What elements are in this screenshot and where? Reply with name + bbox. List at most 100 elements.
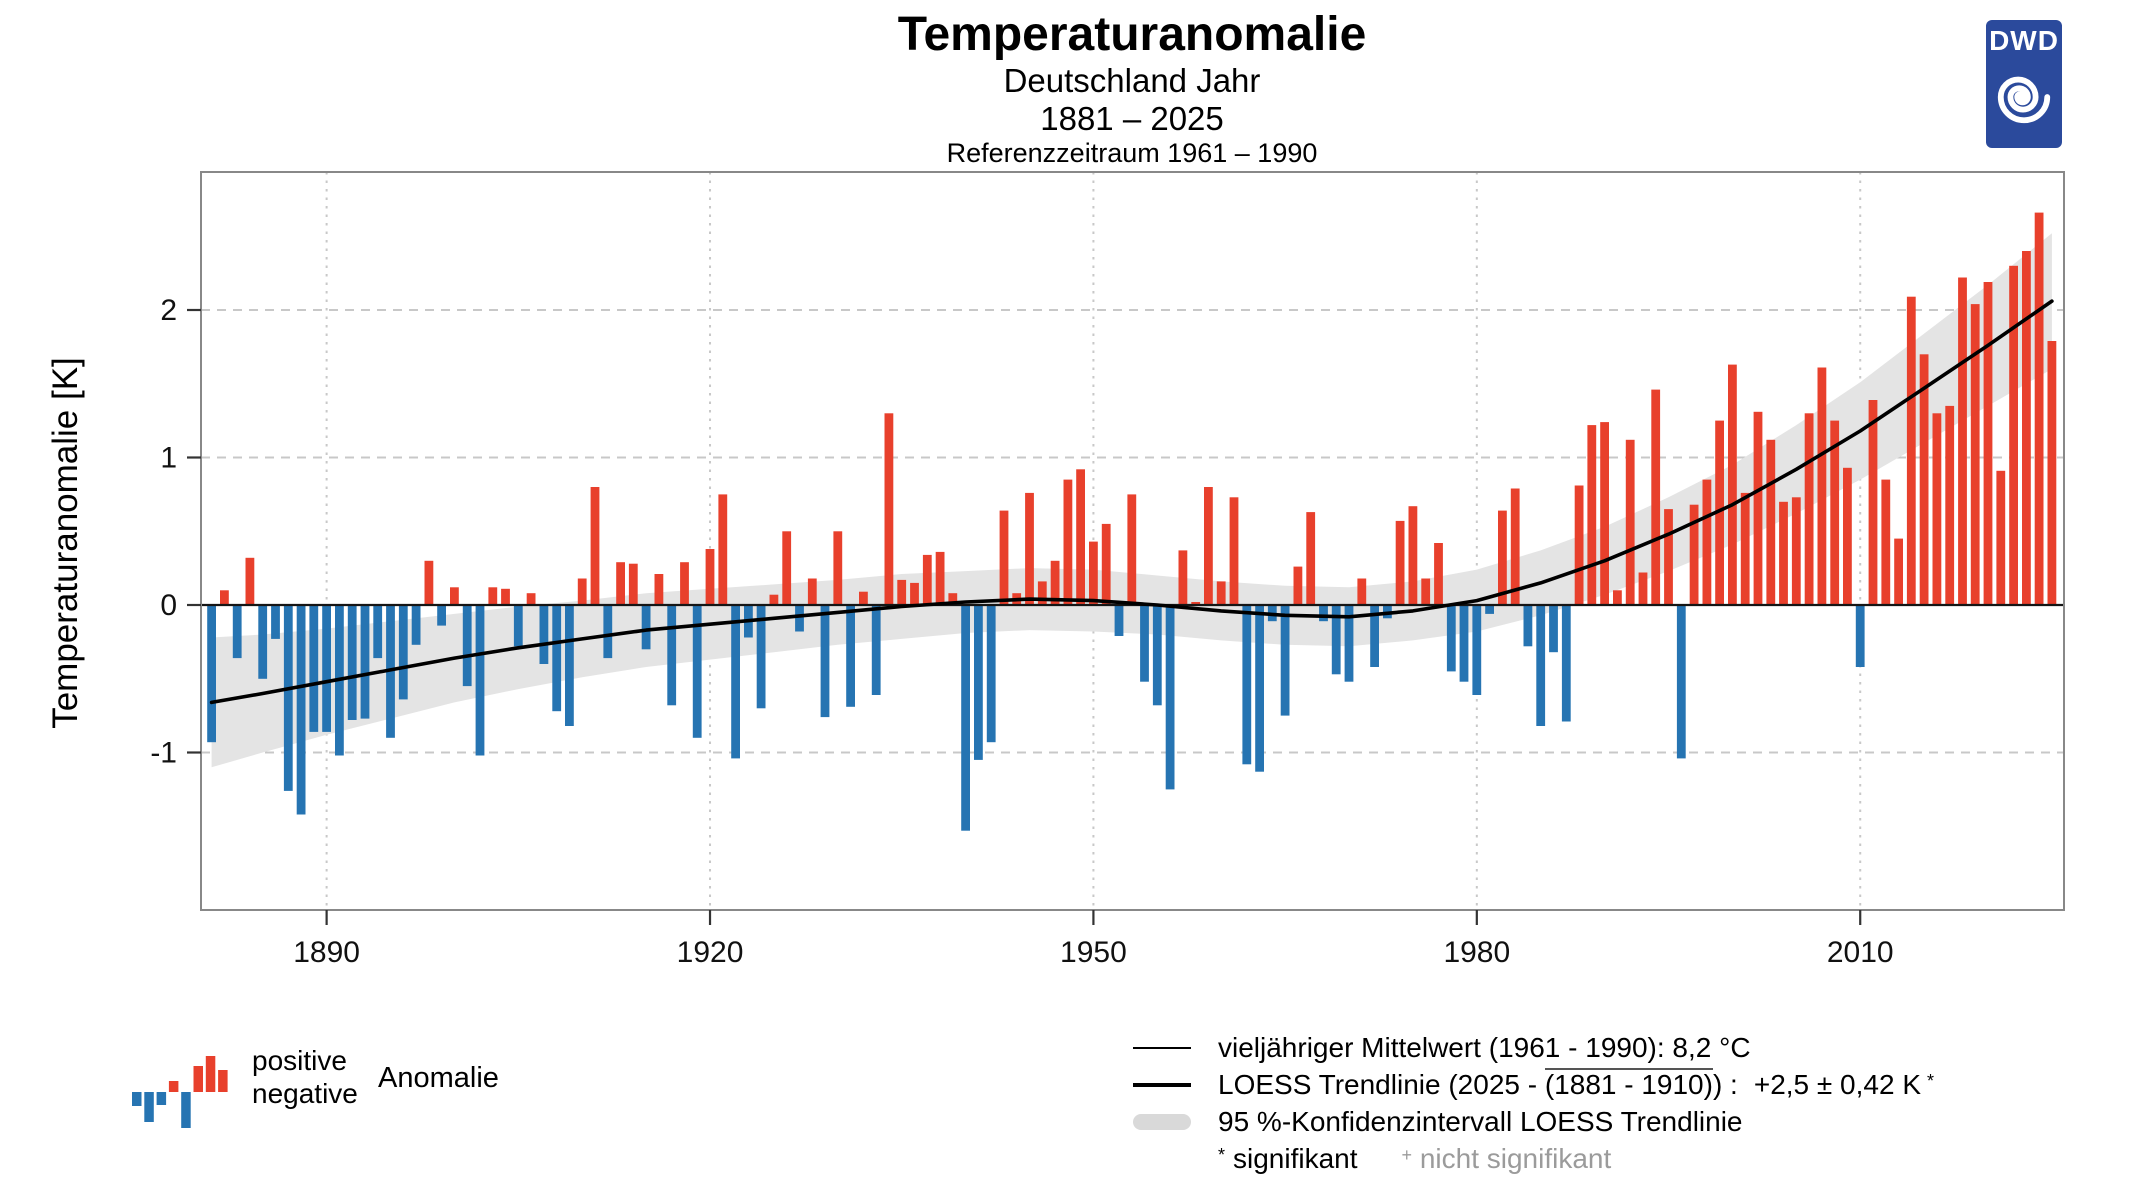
bar-1942	[986, 605, 996, 743]
confidence-band-label: 95 %-Konfidenzintervall LOESS Trendlinie	[1218, 1105, 1743, 1137]
y-tick-label--1: -1	[150, 737, 177, 770]
bar-1889	[309, 605, 319, 732]
bar-1990	[1600, 422, 1609, 605]
title-block: Temperaturanomalie Deutschland Jahr 1881…	[200, 8, 2064, 169]
bar-1926	[782, 531, 792, 606]
bar-1914	[628, 563, 638, 605]
bar-1912	[603, 605, 613, 659]
bar-1978	[1446, 605, 1456, 672]
bar-1994	[1651, 389, 1661, 605]
bar-2024	[2034, 212, 2044, 605]
legend-posneg: positive negative	[252, 1044, 358, 1110]
bar-1998	[1702, 479, 1712, 605]
bar-1980	[1472, 605, 1482, 695]
loess-trend-value: +2,5 ± 0,42 K	[1753, 1069, 1921, 1100]
mini-bar-4	[168, 1081, 179, 1092]
bar-1977	[1434, 543, 1443, 605]
anomaly-legend-icon	[132, 1056, 228, 1128]
bar-1890	[322, 605, 331, 732]
bar-1974	[1395, 520, 1405, 605]
bar-1958	[1191, 602, 1201, 605]
bar-1951	[1101, 523, 1111, 605]
chart-reference-period: Referenzzeitraum 1961 – 1990	[946, 138, 1318, 168]
bar-1982	[1498, 510, 1507, 605]
bar-2014	[1906, 296, 1916, 605]
bar-1899	[437, 605, 446, 626]
bar-1971	[1357, 578, 1367, 605]
x-tick-label-1950: 1950	[1060, 936, 1127, 969]
bar-2022	[2009, 265, 2018, 606]
bar-1988	[1574, 485, 1584, 605]
bar-1983	[1510, 488, 1520, 605]
bar-1932	[859, 591, 868, 605]
bar-1996	[1676, 605, 1686, 759]
bar-1884	[245, 557, 255, 605]
bar-1943	[999, 510, 1009, 605]
bar-1975	[1408, 506, 1418, 605]
bar-1972	[1370, 605, 1379, 667]
bar-2025	[2047, 341, 2057, 605]
bar-1905	[513, 605, 523, 647]
bar-1993	[1638, 572, 1648, 605]
bar-1881	[207, 605, 216, 743]
chart-period: 1881 – 2025	[1040, 100, 1224, 137]
bar-1925	[769, 594, 779, 605]
bar-1928	[807, 578, 817, 605]
bar-1885	[258, 605, 268, 679]
bar-2018	[1958, 277, 1967, 605]
mini-bar-6	[193, 1066, 203, 1092]
bar-2019	[1970, 304, 1980, 605]
bar-2005	[1791, 497, 1801, 605]
bar-1909	[565, 605, 574, 726]
bar-1897	[411, 605, 421, 645]
legend-row-mean: vieljähriger Mittelwert (1961 - 1990): 8…	[1133, 1029, 1934, 1066]
x-tick-label-1920: 1920	[677, 936, 744, 969]
bar-1970	[1344, 605, 1354, 682]
bar-1900	[450, 587, 459, 605]
dwd-logo-text: DWD	[1989, 25, 2059, 56]
bar-1955	[1152, 605, 1162, 706]
bar-2012	[1881, 479, 1891, 605]
mini-bar-3	[156, 1092, 167, 1105]
bar-1907	[539, 605, 549, 664]
bar-1921	[718, 494, 728, 605]
bar-2007	[1817, 367, 1827, 605]
bar-2004	[1779, 501, 1788, 606]
bar-1940	[961, 605, 970, 831]
chart-subtitle: Deutschland Jahr	[1003, 62, 1261, 99]
mean-line-label: vieljähriger Mittelwert (1961 - 1990): 8…	[1218, 1031, 1751, 1063]
bar-1918	[680, 562, 689, 605]
bar-2013	[1894, 538, 1903, 605]
bar-1948	[1063, 479, 1073, 605]
legend-row-significance: * signifikant + nicht signifikant	[1133, 1140, 1934, 1177]
bar-1953	[1127, 494, 1137, 605]
mini-bar-2	[144, 1092, 154, 1122]
bar-1910	[577, 578, 587, 605]
bar-1924	[756, 605, 766, 709]
bar-1950	[1089, 541, 1098, 605]
bar-1987	[1561, 605, 1571, 722]
bar-1933	[871, 605, 881, 695]
bar-1946	[1037, 581, 1047, 605]
bar-2021	[1996, 470, 2006, 605]
significance-star: *	[1927, 1071, 1935, 1091]
bar-1920	[705, 549, 715, 605]
bar-1937	[922, 554, 932, 605]
bar-1911	[590, 487, 600, 605]
bar-1985	[1536, 605, 1546, 726]
bar-1967	[1306, 512, 1316, 605]
bar-1952	[1114, 605, 1124, 636]
bar-2017	[1945, 405, 1955, 605]
legend-negative-label: negative	[252, 1078, 358, 1109]
mini-bar-5	[181, 1092, 191, 1128]
bar-1894	[373, 605, 383, 659]
bar-1927	[795, 605, 804, 632]
bar-1949	[1076, 469, 1085, 605]
loess-trendline	[209, 299, 2054, 705]
bar-2001	[1740, 492, 1750, 605]
bar-1954	[1140, 605, 1149, 682]
bar-1963	[1255, 605, 1264, 772]
bar-1992	[1625, 439, 1635, 605]
confidence-band-swatch	[1133, 1113, 1191, 1130]
